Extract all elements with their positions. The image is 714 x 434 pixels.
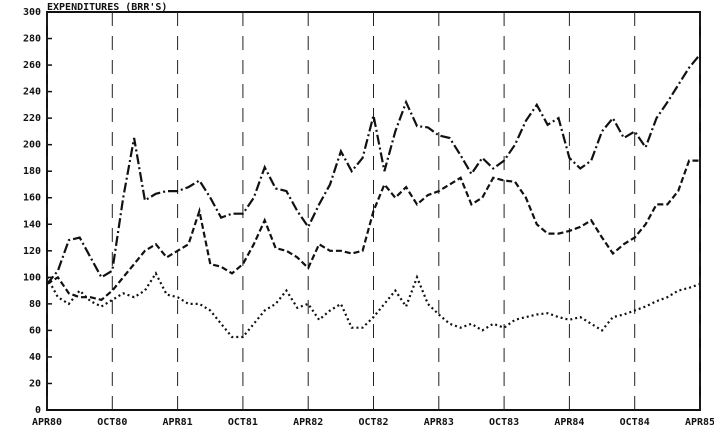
- y-tick-label: 280: [23, 34, 41, 45]
- x-tick-label: OCT80: [97, 417, 127, 428]
- y-tick-label: 240: [23, 87, 41, 98]
- data-line: [46, 271, 701, 339]
- y-tick-label: 0: [35, 405, 41, 416]
- x-tick-label: APR83: [424, 417, 454, 428]
- x-tick-label: OCT83: [489, 417, 519, 428]
- x-tick-label: OCT81: [228, 417, 258, 428]
- x-tick-label: APR85: [685, 417, 714, 428]
- x-tick-label: OCT82: [358, 417, 388, 428]
- chart-title: EXPENDITURES (BRR'S): [47, 2, 167, 13]
- x-tick-label: APR84: [554, 417, 584, 428]
- y-tick-label: 100: [23, 272, 41, 283]
- y-tick-label: 160: [23, 193, 41, 204]
- x-tick-label: APR82: [293, 417, 323, 428]
- y-tick-label: 220: [23, 113, 41, 124]
- y-tick-label: 140: [23, 219, 41, 230]
- y-tick-label: 40: [29, 352, 41, 363]
- data-line: [46, 159, 700, 302]
- y-tick-label: 180: [23, 166, 41, 177]
- y-tick-label: 200: [23, 140, 41, 151]
- y-tick-label: 120: [23, 246, 41, 257]
- y-tick-label: 80: [29, 299, 41, 310]
- x-tick-label: OCT84: [620, 417, 650, 428]
- data-line: [46, 53, 701, 285]
- y-tick-label: 20: [29, 378, 41, 389]
- x-tick-label: APR81: [163, 417, 193, 428]
- x-tick-label: APR80: [32, 417, 62, 428]
- y-tick-label: 300: [23, 7, 41, 18]
- y-tick-label: 60: [29, 325, 41, 336]
- y-tick-label: 260: [23, 60, 41, 71]
